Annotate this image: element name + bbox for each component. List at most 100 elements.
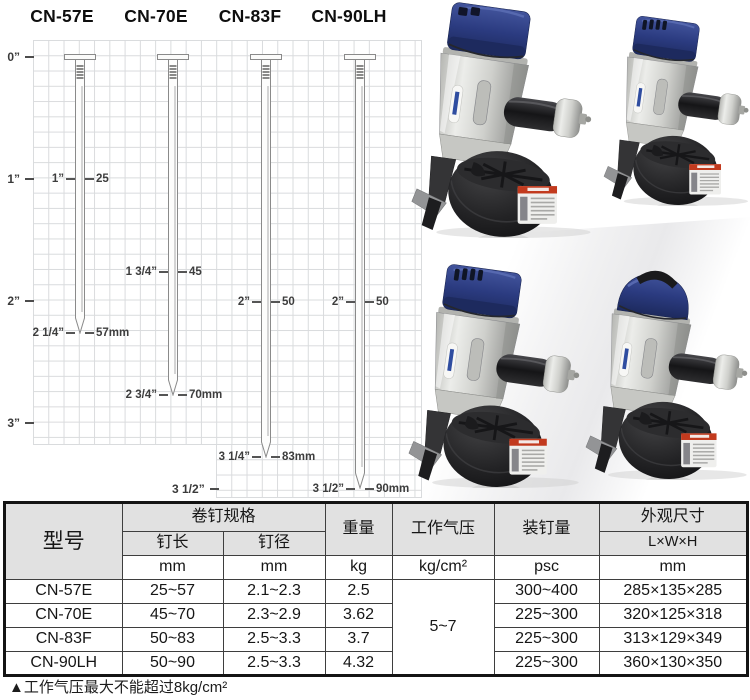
cell-model: CN-83F [4, 626, 123, 652]
cell-capacity: 225~300 [493, 626, 600, 652]
callout-text: 90mm [376, 483, 410, 495]
unit-dimensions: mm [598, 554, 748, 580]
callout-dash [252, 456, 261, 458]
cell-diameter: 2.3~2.9 [222, 602, 326, 628]
callout-min-mm-cn90lh: 50 [365, 296, 389, 308]
callout-text: 50 [376, 296, 389, 308]
table-row: CN-83F 50~83 2.5~3.3 3.7 225~300 313×129… [4, 626, 748, 652]
cell-weight: 3.7 [324, 626, 393, 652]
callout-dash [159, 271, 168, 273]
unit-length: mm [121, 554, 224, 580]
callout-min-inch-cn57e: 1” [52, 173, 75, 185]
cell-dimensions: 285×135×285 [598, 578, 748, 604]
callout-min-inch-cn70e: 1 3/4” [126, 266, 168, 278]
header-spec-group: 卷钉规格 [121, 502, 326, 532]
callout-max-mm-cn83f: 83mm [271, 451, 315, 463]
callout-min-inch-cn83f: 2” [238, 296, 261, 308]
unit-pressure: kg/cm² [391, 554, 495, 580]
cell-capacity: 225~300 [493, 602, 600, 628]
ruler-tick [25, 422, 34, 424]
model-title-cn83f: CN-83F [218, 6, 282, 26]
cell-length: 50~90 [121, 650, 224, 676]
product-photo-3 [390, 262, 581, 488]
unit-diameter: mm [222, 554, 326, 580]
product-photo-1 [392, 0, 593, 238]
model-title-cn57e: CN-57E [30, 6, 94, 26]
ruler-mark-0in: 0” [4, 50, 34, 64]
product-photo-2 [588, 14, 750, 206]
callout-dash [252, 301, 261, 303]
coil-nailer-illustration [408, 0, 593, 238]
header-pressure: 工作气压 [391, 502, 495, 556]
callout-text: 2 3/4” [125, 389, 157, 401]
cell-model: CN-70E [4, 602, 123, 628]
model-title-cn70e: CN-70E [124, 6, 188, 26]
model-title-cn90lh: CN-90LH [311, 6, 387, 26]
callout-min-mm-cn83f: 50 [271, 296, 295, 308]
callout-dash [271, 301, 280, 303]
ruler-mark-2in: 2” [4, 294, 34, 308]
callout-min-mm-cn70e: 45 [178, 266, 202, 278]
callout-min-inch-cn90lh: 2” [332, 296, 355, 308]
unit-weight: kg [324, 554, 393, 580]
callout-text: 1 3/4” [125, 266, 157, 278]
callout-text: 2” [237, 296, 250, 308]
header-dimensions: 外观尺寸 [598, 502, 748, 532]
callout-min-mm-cn57e: 25 [85, 173, 109, 185]
unit-capacity: psc [493, 554, 600, 580]
coil-nailer-illustration [601, 14, 750, 206]
product-photo-4 [568, 266, 749, 480]
callout-text: 2 1/4” [32, 327, 64, 339]
pressure-warning-note: ▲工作气压最大不能超过8kg/cm² [9, 679, 228, 696]
header-dimensions-sub: L×W×H [598, 530, 748, 556]
callout-dash [365, 301, 374, 303]
ruler-mark-3in: 3” [4, 416, 34, 430]
nail-illustration-cn70e [157, 54, 189, 396]
callout-max-mm-cn70e: 70mm [178, 389, 222, 401]
cell-diameter: 2.1~2.3 [222, 578, 326, 604]
cell-capacity: 300~400 [493, 578, 600, 604]
ruler-label: 3 1/2” [172, 482, 205, 496]
nail-illustration-cn90lh [344, 54, 376, 489]
ruler-label: 2” [7, 294, 20, 308]
callout-max-inch-cn83f: 3 1/4” [219, 451, 261, 463]
header-nail-diameter: 钉径 [222, 530, 326, 556]
callout-text: 3 1/2” [312, 483, 344, 495]
callout-text: 45 [189, 266, 202, 278]
ruler-label: 1” [7, 172, 20, 186]
callout-max-inch-cn70e: 2 3/4” [126, 389, 168, 401]
cell-diameter: 2.5~3.3 [222, 650, 326, 676]
cell-model: CN-57E [4, 578, 123, 604]
header-weight: 重量 [324, 502, 393, 556]
callout-dash [85, 178, 94, 180]
callout-text: 50 [282, 296, 295, 308]
callout-dash [346, 488, 355, 490]
callout-dash [271, 456, 280, 458]
callout-dash [66, 332, 75, 334]
cell-length: 50~83 [121, 626, 224, 652]
table-row: CN-57E 25~57 2.1~2.3 2.5 5~7 300~400 285… [4, 578, 748, 676]
cell-length: 25~57 [121, 578, 224, 604]
spec-table: 型号 卷钉规格 重量 工作气压 装钉量 外观尺寸 钉长 钉径 L×W×H mm … [2, 501, 750, 677]
ruler-tick [209, 488, 219, 490]
cell-dimensions: 360×130×350 [598, 650, 748, 676]
callout-dash [159, 394, 168, 396]
callout-max-inch-cn57e: 2 1/4” [33, 327, 75, 339]
cell-capacity: 225~300 [493, 650, 600, 676]
cell-diameter: 2.5~3.3 [222, 626, 326, 652]
callout-max-inch-cn90lh: 3 1/2” [313, 483, 355, 495]
callout-text: 70mm [189, 389, 223, 401]
callout-text: 2” [331, 296, 344, 308]
cell-dimensions: 313×129×349 [598, 626, 748, 652]
callout-dash [346, 301, 355, 303]
ruler-tick [25, 300, 34, 302]
cell-weight: 3.62 [324, 602, 393, 628]
ruler-tick [25, 178, 34, 180]
cell-weight: 2.5 [324, 578, 393, 604]
coil-nailer-illustration [583, 266, 749, 480]
header-capacity: 装钉量 [493, 502, 600, 556]
ruler-label: 3” [7, 416, 20, 430]
callout-text: 57mm [96, 327, 130, 339]
cell-weight: 4.32 [324, 650, 393, 676]
callout-dash [365, 488, 374, 490]
